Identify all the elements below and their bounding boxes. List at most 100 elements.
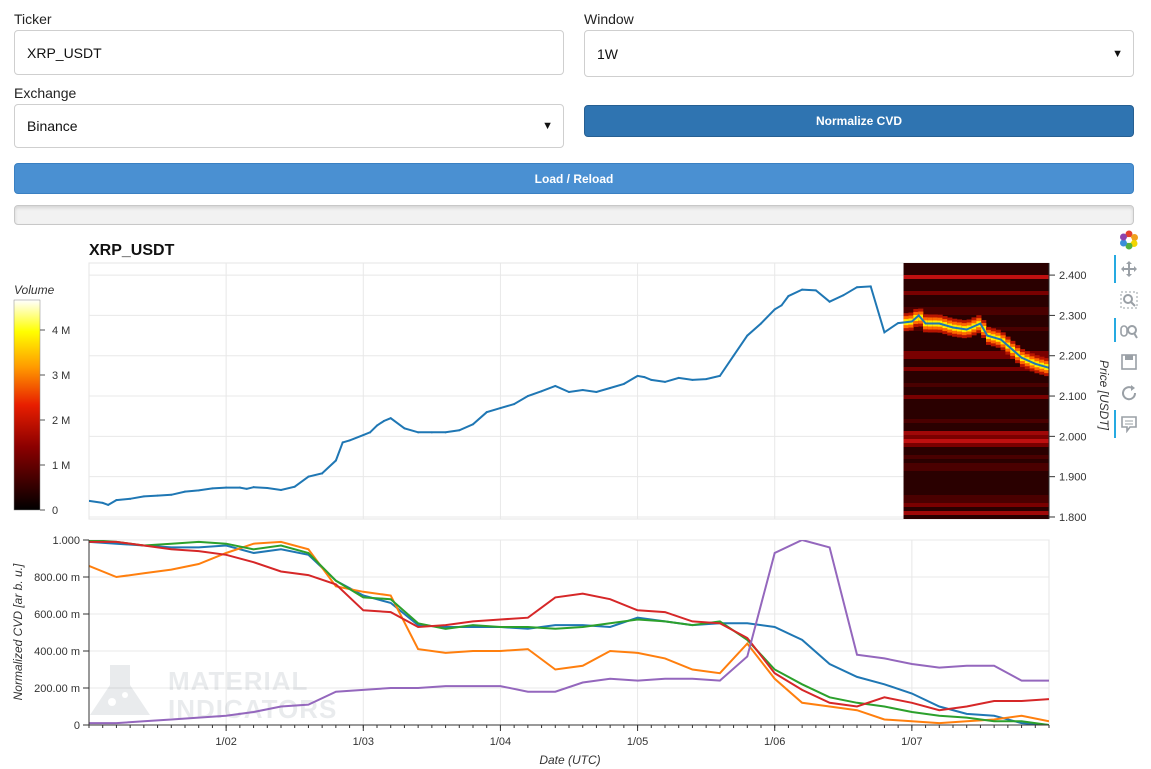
price-point (1048, 366, 1049, 369)
price-point (883, 331, 886, 334)
price-point (101, 501, 104, 504)
price-point (952, 326, 954, 329)
cvd-tick-label: 600.00 m (34, 609, 80, 621)
cvd-plot-area (88, 539, 1050, 726)
price-point (636, 374, 639, 377)
material-indicators-watermark: MATERIAL INDICATORS (90, 665, 337, 724)
price-point (773, 308, 776, 311)
price-point (252, 486, 255, 489)
price-point (910, 320, 913, 323)
price-point (142, 495, 145, 498)
price-point (1034, 362, 1037, 365)
price-point (664, 380, 666, 383)
cvd-tick-label: 0 (74, 720, 80, 732)
price-point (780, 304, 783, 307)
bokeh-logo-icon[interactable] (1118, 229, 1140, 251)
price-point (622, 382, 625, 385)
price-point (197, 489, 200, 492)
chevron-down-icon: ▼ (542, 120, 553, 132)
date-tick-label: 1/05 (627, 736, 648, 748)
price-point (993, 336, 996, 339)
price-point (526, 395, 529, 398)
price-point (417, 431, 420, 434)
colorbar-tick-label: 1 M (52, 460, 70, 472)
price-point (334, 459, 337, 462)
cvd-line-orange (89, 540, 1049, 725)
ticker-label: Ticker (14, 11, 52, 27)
price-plot-area (88, 262, 1050, 520)
price-point (965, 328, 968, 331)
price-point (458, 429, 461, 432)
save-icon[interactable] (1118, 351, 1140, 373)
price-point (814, 289, 817, 292)
cvd-line-purple (89, 540, 1049, 725)
price-point (348, 439, 351, 442)
ticker-input[interactable]: XRP_USDT (14, 30, 564, 75)
price-point (430, 431, 433, 434)
price-point (280, 488, 282, 491)
price-point (609, 386, 612, 389)
price-point (677, 376, 680, 379)
exchange-label: Exchange (14, 85, 77, 101)
price-point (705, 378, 708, 381)
price-point (403, 427, 406, 430)
price-point (801, 288, 804, 291)
price-point (760, 322, 762, 325)
price-point (938, 322, 941, 325)
price-tick-label: 2.000 (1059, 431, 1087, 443)
date-tick-label: 1/02 (215, 736, 236, 748)
exchange-select-value: Binance (27, 118, 78, 134)
price-point (513, 403, 516, 406)
price-point (115, 499, 118, 502)
svg-text:MATERIAL: MATERIAL (168, 666, 308, 696)
pan-icon[interactable] (1118, 258, 1140, 280)
price-point (307, 475, 310, 478)
svg-text:INDICATORS: INDICATORS (168, 694, 337, 724)
price-tick-label: 1.900 (1059, 472, 1087, 484)
price-point (382, 420, 385, 423)
price-point (376, 424, 378, 427)
price-point (499, 407, 502, 410)
price-point (787, 295, 790, 298)
price-point (341, 441, 344, 444)
load-reload-button[interactable]: Load / Reload (14, 163, 1134, 194)
price-point (266, 486, 269, 489)
wheel-zoom-icon[interactable] (1118, 320, 1140, 342)
price-point (156, 494, 159, 497)
date-tick-label: 1/07 (901, 736, 922, 748)
price-point (897, 322, 900, 325)
window-select-value: 1W (597, 45, 618, 62)
ticker-input-value: XRP_USDT (27, 44, 102, 61)
progress-bar (14, 205, 1134, 225)
price-tick-label: 2.300 (1059, 310, 1087, 322)
price-point (444, 431, 447, 434)
reset-icon[interactable] (1118, 382, 1140, 404)
price-point (691, 378, 694, 381)
price-point (746, 334, 749, 337)
window-select[interactable]: 1W ▼ (584, 30, 1134, 77)
price-point (917, 314, 920, 317)
price-point (472, 423, 474, 426)
box-zoom-icon[interactable] (1118, 289, 1140, 311)
price-point (1041, 364, 1044, 367)
price-point (129, 497, 132, 500)
colorbar-tick-label: 4 M (52, 325, 70, 337)
price-point (1020, 356, 1023, 359)
price-tick-label: 2.400 (1059, 270, 1087, 282)
cvd-line-green (89, 540, 1049, 725)
hover-icon[interactable] (1118, 413, 1140, 435)
active-tool-indicator-3 (1114, 410, 1116, 438)
cvd-axis-label: Normalized CVD [ar b. u.] (11, 563, 25, 700)
exchange-select[interactable]: Binance ▼ (14, 104, 564, 148)
price-point (293, 485, 296, 488)
price-point (1000, 338, 1002, 341)
orderbook-heatmap (903, 263, 1049, 519)
chevron-down-icon: ▼ (1112, 47, 1123, 60)
price-point (369, 431, 372, 434)
price-point (389, 417, 392, 420)
price-point (225, 486, 228, 489)
normalize-cvd-button[interactable]: Normalize CVD (584, 105, 1134, 137)
active-tool-indicator-2 (1114, 318, 1116, 342)
cvd-line-red (89, 540, 1049, 712)
colorbar-title: Volume (14, 283, 55, 297)
